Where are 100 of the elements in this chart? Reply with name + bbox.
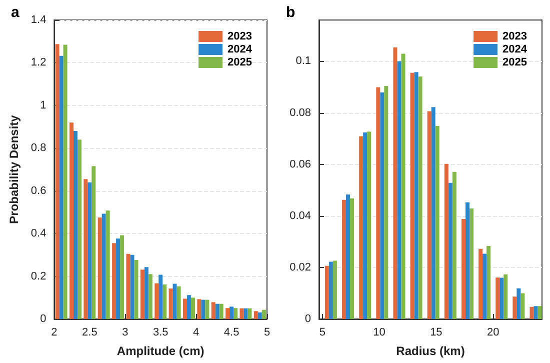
bar <box>332 260 337 319</box>
y-tick-label: 1.2 <box>30 56 46 69</box>
bar <box>88 182 92 319</box>
bar <box>240 308 244 319</box>
y-tick-label: 0 <box>40 313 46 325</box>
x-axis-title: Radius (km) <box>396 344 465 358</box>
x-tick-label: 3.5 <box>152 326 168 338</box>
y-tick-label: 0 <box>304 313 311 325</box>
bar <box>244 308 248 319</box>
bar <box>504 274 508 319</box>
bar <box>486 246 491 319</box>
bar <box>63 44 68 319</box>
chart-title: a <box>11 4 20 21</box>
bar <box>350 198 354 319</box>
bar <box>92 166 96 319</box>
x-tick-label: 4 <box>193 326 200 338</box>
x-tick-label: 10 <box>373 326 386 338</box>
x-tick-label: 5 <box>319 326 326 338</box>
bar <box>530 306 534 319</box>
bar <box>465 202 470 319</box>
bar <box>130 254 134 319</box>
bar <box>346 194 350 319</box>
bar <box>201 300 206 319</box>
y-tick-label: 1.4 <box>30 14 46 26</box>
bar <box>512 296 517 319</box>
bar <box>154 283 159 319</box>
bar <box>69 122 74 319</box>
y-tick-label: 0.06 <box>290 158 311 170</box>
y-tick-label: 0.02 <box>290 261 311 274</box>
bar <box>219 304 224 319</box>
bar <box>126 254 130 319</box>
bar <box>401 54 406 319</box>
y-tick-label: 0.04 <box>290 210 311 222</box>
bar <box>211 302 216 319</box>
bar <box>98 218 102 319</box>
x-tick-label: 15 <box>430 326 442 338</box>
bar <box>328 262 333 319</box>
x-tick-label: 3 <box>122 326 128 338</box>
bar <box>534 306 538 319</box>
y-tick-label: 0.08 <box>290 106 311 119</box>
bar <box>182 298 187 319</box>
bar <box>431 107 436 319</box>
bar <box>162 284 167 319</box>
bar <box>172 284 177 319</box>
bar <box>197 299 202 319</box>
legend-label: 2023 <box>502 30 528 42</box>
bar <box>73 131 78 319</box>
bar <box>359 136 364 319</box>
x-tick-label: 4.5 <box>224 326 240 338</box>
bar <box>144 267 148 319</box>
bar <box>461 218 466 319</box>
bar <box>414 72 418 319</box>
bar <box>84 179 88 319</box>
bar <box>230 306 234 319</box>
bar <box>140 270 144 319</box>
x-tick-label: 2.5 <box>82 326 98 338</box>
bar <box>397 61 402 319</box>
bar <box>384 86 388 319</box>
bar <box>116 238 120 319</box>
bar <box>324 266 329 319</box>
bar <box>427 111 432 319</box>
bar <box>342 200 346 319</box>
legend-label: 2025 <box>228 56 252 68</box>
y-tick-label: 1 <box>40 99 46 112</box>
bar <box>77 140 82 319</box>
bar <box>158 274 163 319</box>
bar <box>478 248 483 319</box>
x-tick-label: 5 <box>264 326 270 338</box>
bar <box>248 308 252 319</box>
bar <box>538 306 542 319</box>
y-tick-label: 0.1 <box>296 55 311 68</box>
bar <box>226 308 230 319</box>
bar <box>435 126 440 319</box>
bar <box>148 274 152 319</box>
bar <box>516 288 521 319</box>
bar <box>168 288 173 319</box>
x-axis-title: Amplitude (cm) <box>116 344 204 358</box>
bar <box>448 182 452 319</box>
bar <box>469 208 474 319</box>
bar <box>520 293 525 319</box>
bar <box>205 300 210 319</box>
bar <box>234 308 238 319</box>
bar <box>258 312 262 319</box>
x-tick-label: 2 <box>51 326 58 338</box>
bar <box>380 92 384 319</box>
bar <box>215 304 220 319</box>
bar <box>410 72 414 319</box>
bar <box>500 278 504 319</box>
y-tick-label: 0.6 <box>30 184 46 197</box>
bar <box>102 214 106 319</box>
bar <box>176 286 181 319</box>
bar <box>106 210 110 319</box>
legend-label: 2025 <box>502 56 528 68</box>
legend-label: 2024 <box>228 44 253 56</box>
bar <box>254 311 258 319</box>
bar <box>190 298 195 319</box>
bar <box>59 56 64 319</box>
bar <box>393 47 398 319</box>
bar <box>452 172 456 319</box>
bar <box>186 295 191 319</box>
